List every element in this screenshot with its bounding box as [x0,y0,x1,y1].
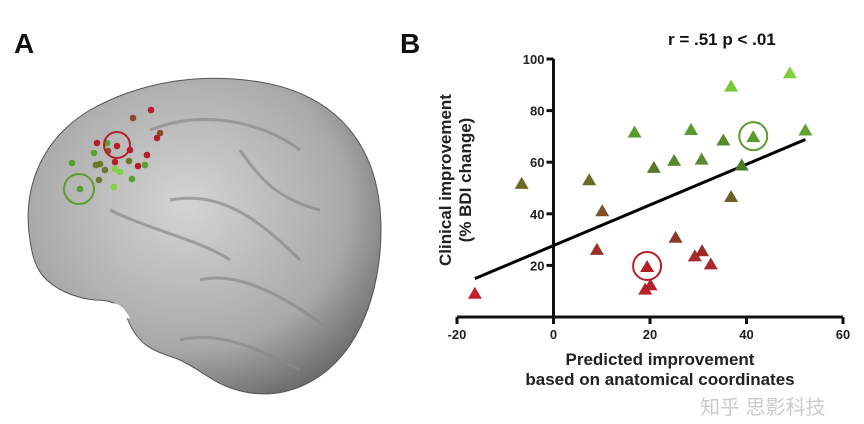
brain-notch [100,303,130,319]
red-target-circle [103,131,131,159]
brain-sulci [109,118,331,372]
data-point-triangle [684,122,699,135]
stimulation-site-dot [76,185,84,193]
data-point-triangle [467,286,482,299]
highlight-circle [738,121,769,152]
x-axis-label-line2: based on anatomical coordinates [525,370,795,389]
y-tick-label: 60 [530,155,544,170]
x-tick-label: 0 [550,327,557,342]
data-point-triangle [724,190,739,203]
stimulation-site-dot [134,162,142,170]
stimulation-site-dot [68,159,76,167]
stimulation-site-dot [156,129,164,137]
data-point-triangle [589,242,604,255]
stimulation-site-dot [116,168,124,176]
y-axis-label-line2: (% BDI change) [456,117,475,243]
correlation-stat: r = .51 p < .01 [668,30,776,49]
x-tick-label: 20 [643,327,657,342]
stimulation-site-dot [101,166,109,174]
regression-line [474,138,806,281]
x-tick-label: 60 [836,327,850,342]
y-tick-label: 80 [530,104,544,119]
stimulation-site-dot [90,149,98,157]
stimulation-site-dot [96,160,104,168]
panel-a-label: A [14,28,35,59]
data-point-triangle [716,133,731,146]
brain-surface-image [27,77,382,395]
y-tick-label: 20 [530,258,544,273]
data-point-triangle [746,130,761,143]
stimulation-site-dot [111,158,119,166]
data-point-triangle [582,173,597,186]
data-point-triangle [640,259,655,272]
stimulation-site-dot [143,151,151,159]
data-point-triangle [514,176,529,189]
x-tick-label: 40 [739,327,753,342]
stimulation-site-dot [113,142,121,150]
stimulation-site-dot [129,114,137,122]
x-axis-label-line1: Predicted improvement [565,350,755,369]
highlight-circle [632,250,663,281]
data-point-triangle [646,160,661,173]
data-point-triangle [643,278,658,291]
data-point-triangle [694,152,709,165]
data-point-triangle [668,230,683,243]
stimulation-site-dot [111,165,119,173]
stimulation-site-dot [128,175,136,183]
stimulation-site-dot [93,139,101,147]
data-point-triangle [687,249,702,262]
data-point-triangle [695,244,710,257]
stimulation-site-dot [147,106,155,114]
x-tick-label: -20 [448,327,467,342]
chart-marks [467,66,813,299]
y-axis-label-line1: Clinical improvement [436,94,455,266]
stimulation-site-dot [95,176,103,184]
data-point-triangle [798,123,813,136]
x-axis-label: Predicted improvement based on anatomica… [480,350,840,390]
stimulation-site-dot [110,183,118,191]
panel-b-label: B [400,28,421,59]
data-point-triangle [724,79,739,92]
y-tick-label: 100 [523,52,545,67]
y-axis-label: Clinical improvement (% BDI change) [436,60,476,300]
green-target-circle [63,173,95,205]
stimulation-site-dot [125,157,133,165]
data-point-triangle [734,158,749,171]
data-point-triangle [595,204,610,217]
watermark: 知乎 思影科技 [700,397,826,419]
data-point-triangle [627,125,642,138]
data-point-triangle [667,153,682,166]
stimulation-site-dot [153,134,161,142]
y-tick-label: 40 [530,207,544,222]
stimulation-site-dot [141,161,149,169]
data-point-triangle [782,66,797,79]
data-point-triangle [703,257,718,270]
stimulation-sites [68,106,164,193]
chart-axes: -20 0 20 40 60 20 40 60 80 100 [448,52,851,342]
